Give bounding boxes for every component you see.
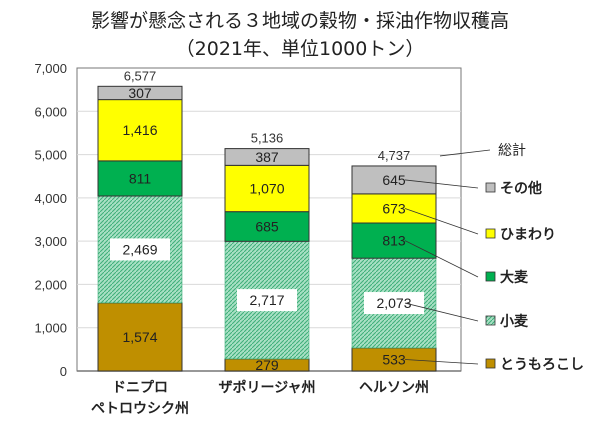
value-label: 813 (382, 233, 406, 249)
bar-segment-大麦 (351, 222, 437, 259)
total-label: 5,136 (251, 131, 284, 146)
value-label: 2,717 (249, 292, 284, 308)
x-tick-label: ドニプロ (112, 379, 168, 395)
chart-title: 影響が懸念される３地域の穀物・採油作物収穫高 (90, 10, 509, 32)
legend-label: ひまわり (500, 226, 556, 242)
bar-segment-その他 (351, 165, 437, 195)
legend-label: その他 (500, 180, 542, 196)
legend-label: とうもろこし (500, 356, 584, 372)
leader-line (404, 179, 479, 189)
value-label: 533 (382, 351, 406, 367)
legend-total: 総計 (498, 142, 526, 158)
legend-label: 大麦 (500, 269, 529, 285)
y-tick-label: 4,000 (34, 191, 67, 206)
leader-line (404, 359, 479, 365)
y-tick-label: 7,000 (34, 61, 67, 76)
value-label: 645 (382, 172, 406, 188)
legend-swatch (485, 315, 496, 326)
x-tick-label: ヘルソン州 (359, 379, 429, 395)
legend-swatch (485, 271, 496, 282)
legend-label: 小麦 (500, 313, 529, 329)
bar-segment-大麦 (224, 211, 310, 242)
x-tick-label: ザポリージャ州 (218, 379, 315, 395)
chart-subtitle: （2021年、単位1000トン） (175, 38, 425, 60)
total-label: 6,577 (124, 68, 157, 83)
value-label: 1,416 (122, 122, 157, 138)
y-tick-label: 1,000 (34, 321, 67, 336)
bar-segment-とうもろこし (97, 302, 183, 372)
bar-segment-その他 (97, 85, 183, 101)
value-label: 1,574 (122, 329, 157, 345)
y-tick-label: 3,000 (34, 234, 67, 249)
value-label: 685 (255, 218, 279, 234)
value-label: 1,070 (249, 181, 284, 197)
legend-swatch (485, 182, 496, 193)
value-label: 673 (382, 200, 406, 216)
bar-segment-ひまわり (351, 193, 437, 224)
bar-segment-ひまわり (224, 164, 310, 213)
bar-segment-大麦 (97, 160, 183, 197)
y-tick-label: 2,000 (34, 277, 67, 292)
value-label: 2,073 (376, 295, 411, 311)
y-tick-label: 6,000 (34, 104, 67, 119)
legend-swatch (485, 358, 496, 369)
y-tick-label: 0 (60, 364, 67, 379)
total-label: 4,737 (378, 148, 411, 163)
bar-segment-ひまわり (97, 99, 183, 162)
value-label: 811 (129, 170, 152, 186)
leader-line (404, 208, 479, 235)
value-label: 279 (255, 357, 279, 373)
leader-line (404, 302, 479, 322)
value-label-bg (110, 238, 170, 261)
value-label: 307 (128, 85, 152, 101)
value-label-bg (364, 292, 424, 315)
value-label: 387 (255, 149, 279, 165)
leader-line (439, 149, 491, 157)
value-label-bg (237, 289, 297, 312)
leader-line (404, 240, 479, 278)
legend-swatch (485, 228, 496, 239)
value-label: 2,469 (122, 241, 157, 257)
y-tick-label: 5,000 (34, 148, 67, 163)
bar-segment-その他 (224, 148, 310, 166)
x-tick-label: ペトロウシク州 (91, 400, 189, 416)
